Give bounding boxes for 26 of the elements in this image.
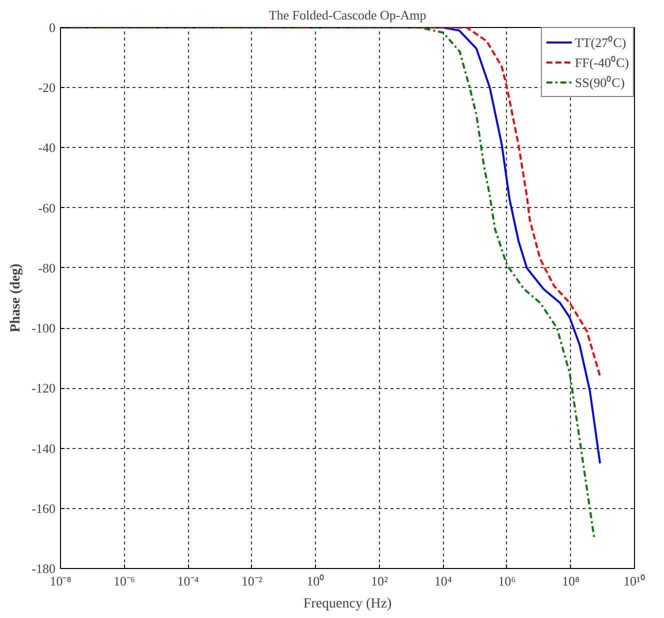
y-tick-label: 0 — [49, 20, 56, 35]
legend-label: FF(-40⁰C) — [574, 54, 629, 71]
x-tick-label: 10⁸ — [562, 574, 580, 588]
x-tick-label: 10⁻⁸ — [50, 574, 72, 588]
y-tick-label: -120 — [32, 380, 56, 396]
legend-label: TT(27⁰C) — [574, 34, 626, 51]
y-tick-label: -20 — [38, 80, 56, 96]
legend-label: SS(90⁰C) — [574, 74, 625, 91]
x-tick-label: 10⁻⁴ — [177, 574, 200, 588]
y-tick-label: -140 — [32, 440, 56, 456]
x-tick-label: 10¹⁰ — [624, 574, 646, 588]
x-axis-title: Frequency (Hz) — [303, 596, 392, 612]
x-tick-label: 10⁶ — [498, 574, 516, 588]
y-tick-label: -60 — [38, 200, 56, 216]
x-tick-label: 10⁴ — [434, 574, 452, 588]
chart-title: The Folded-Cascode Op-Amp — [268, 8, 426, 22]
y-tick-label: -40 — [38, 140, 56, 156]
x-tick-label: 10² — [370, 574, 388, 588]
y-tick-label: -80 — [38, 260, 56, 276]
x-tick-label: 10⁻⁶ — [114, 574, 136, 588]
x-tick-label: 10⁻² — [241, 574, 262, 588]
x-tick-label: 10⁰ — [306, 574, 325, 588]
y-tick-label: -100 — [32, 320, 56, 336]
y-axis-title: Phase (deg) — [8, 263, 24, 332]
y-tick-label: -180 — [32, 561, 56, 576]
y-tick-label: -160 — [32, 500, 56, 516]
